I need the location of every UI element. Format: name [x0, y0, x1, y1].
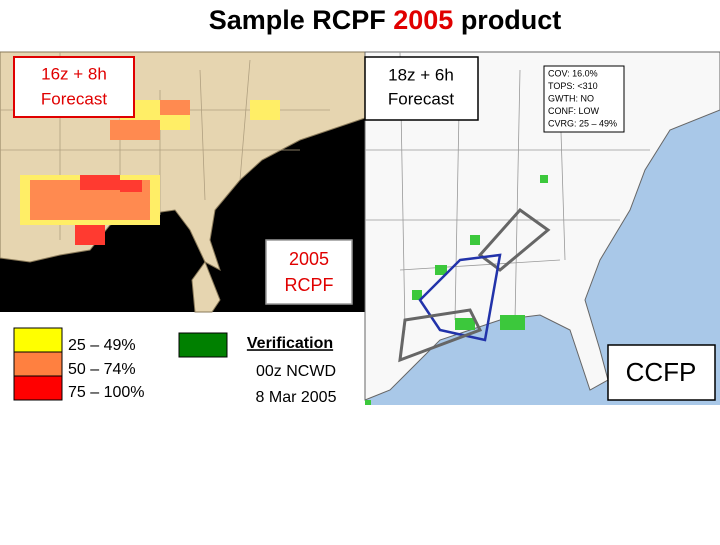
inset-line: CONF: LOW — [548, 106, 600, 116]
map-label: Forecast — [41, 89, 107, 108]
corner-label: CCFP — [626, 357, 697, 387]
rcpf-label: RCPF — [285, 275, 334, 295]
slide-title: Sample RCPF 2005 product — [209, 5, 562, 35]
legend-label: 8 Mar 2005 — [256, 389, 337, 406]
map-label: Forecast — [388, 89, 454, 108]
title-year: 2005 — [393, 5, 453, 35]
rcpf-map: 16z + 8h Forecast — [0, 51, 366, 313]
legend-label: Verification — [247, 335, 333, 352]
legend-label: 00z NCWD — [256, 363, 336, 380]
title-part: Sample RCPF — [209, 5, 394, 35]
ccfp-map: 18z + 6h Forecast COV: 16.0% TOPS: <310 GW… — [364, 51, 720, 405]
legend-label: 25 – 49% — [68, 337, 136, 354]
legend-label: 75 – 100% — [68, 384, 145, 401]
inset-line: CVRG: 25 – 49% — [548, 118, 617, 128]
inset-line: TOPS: <310 — [548, 81, 598, 91]
title-part: product — [453, 5, 561, 35]
legend: 25 – 49% 50 – 74% 75 – 100% Verification… — [13, 327, 337, 406]
legend-label: 50 – 74% — [68, 361, 136, 378]
rcpf-label: 2005 — [289, 249, 329, 269]
inset-line: GWTH: NO — [548, 93, 594, 103]
map-label: 18z + 6h — [388, 65, 454, 84]
map-label: 16z + 8h — [41, 64, 107, 83]
inset-line: COV: 16.0% — [548, 68, 598, 78]
